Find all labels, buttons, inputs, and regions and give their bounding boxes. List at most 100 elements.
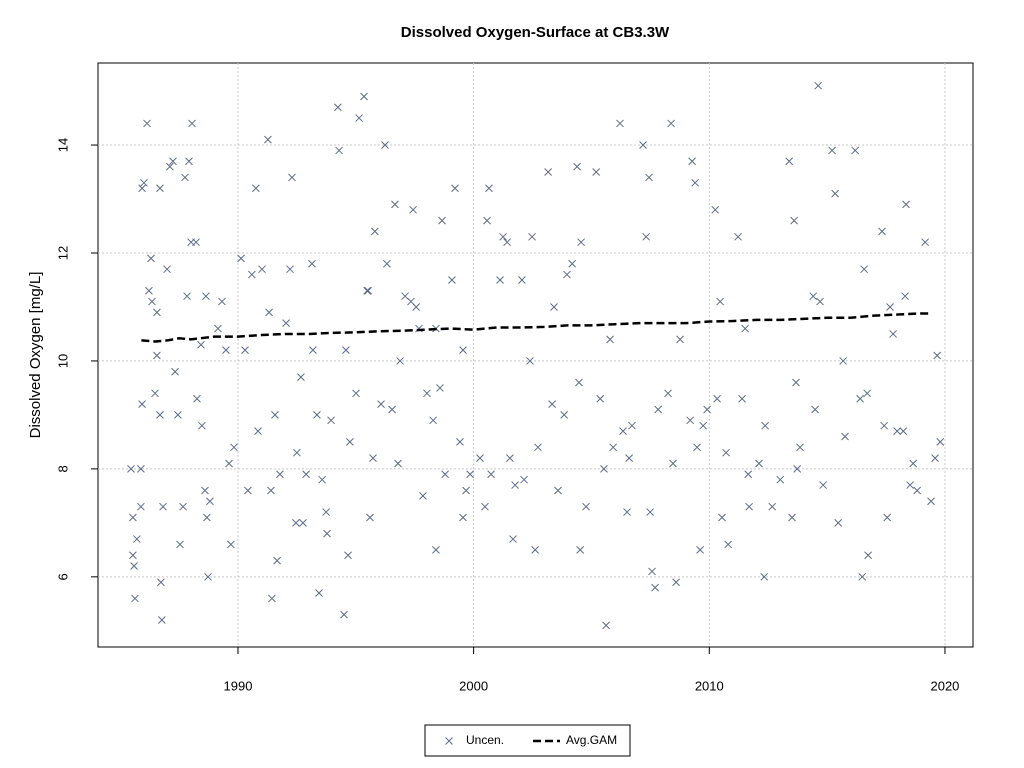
scatter-point bbox=[858, 572, 867, 581]
scatter-point bbox=[901, 292, 909, 301]
scatter-point bbox=[181, 173, 189, 182]
chart-title: Dissolved Oxygen-Surface at CB3.3W bbox=[401, 24, 670, 41]
scatter-point bbox=[921, 238, 930, 247]
scatter-point bbox=[672, 578, 680, 587]
scatter-point bbox=[252, 184, 260, 193]
scatter-point bbox=[696, 545, 704, 554]
scatter-point bbox=[299, 519, 307, 527]
scatter-point bbox=[893, 427, 901, 435]
legend-label: Avg.GAM bbox=[566, 733, 617, 747]
scatter-point bbox=[648, 567, 656, 576]
scatter-point bbox=[788, 513, 796, 522]
scatter-point bbox=[156, 411, 164, 419]
scatter-point bbox=[768, 502, 777, 511]
scatter-point bbox=[302, 470, 310, 479]
scatter-point bbox=[133, 535, 141, 543]
scatter-point bbox=[318, 475, 326, 484]
scatter-point bbox=[297, 373, 305, 381]
scatter-point bbox=[383, 259, 391, 268]
scatter-point bbox=[129, 513, 137, 522]
scatter-point bbox=[560, 411, 568, 419]
scatter-point bbox=[819, 481, 827, 489]
scatter-point bbox=[669, 459, 677, 468]
scatter-point bbox=[391, 200, 399, 209]
scatter-point bbox=[744, 470, 753, 479]
scatter-point bbox=[369, 454, 377, 462]
scatter-point bbox=[476, 454, 484, 462]
scatter-point bbox=[863, 389, 872, 398]
scatter-point bbox=[282, 319, 290, 328]
scatter-point bbox=[227, 540, 235, 549]
scatter-point bbox=[273, 556, 281, 565]
scatter-point bbox=[288, 173, 296, 182]
scatter-point bbox=[147, 254, 155, 263]
scatter-point bbox=[271, 411, 279, 419]
scatter-point bbox=[143, 119, 151, 128]
scatter-point bbox=[335, 146, 343, 155]
scatter-point bbox=[711, 205, 720, 214]
scatter-point bbox=[913, 486, 922, 495]
scatter-point bbox=[293, 448, 301, 457]
scatter-point bbox=[792, 378, 800, 387]
scatter-point bbox=[145, 286, 153, 295]
scatter-point bbox=[646, 508, 655, 516]
scatter-point bbox=[248, 270, 256, 279]
scatter-point bbox=[864, 551, 872, 560]
scatter-point bbox=[214, 324, 222, 333]
scatter-point bbox=[163, 265, 171, 274]
scatter-point bbox=[179, 502, 187, 511]
scatter-point bbox=[323, 529, 331, 538]
scatter-point bbox=[667, 119, 675, 128]
scatter-point bbox=[619, 427, 627, 435]
scatter-point bbox=[206, 497, 214, 506]
scatter-point bbox=[878, 227, 886, 236]
scatter-point bbox=[688, 157, 696, 166]
scatter-point bbox=[138, 184, 146, 193]
scatter-point bbox=[202, 292, 210, 301]
scatter-point bbox=[625, 454, 634, 462]
scatter-point bbox=[377, 400, 385, 408]
x-tick-label: 2020 bbox=[930, 678, 959, 693]
scatter-point bbox=[423, 389, 431, 398]
scatter-point bbox=[201, 486, 209, 495]
y-axis-title: Dissolved Oxygen [mg/L] bbox=[27, 272, 44, 439]
x-tick-label: 1990 bbox=[224, 678, 253, 693]
scatter-point bbox=[592, 168, 601, 176]
scatter-point bbox=[883, 513, 892, 522]
scatter-point bbox=[889, 330, 897, 338]
scatter-point bbox=[676, 335, 684, 344]
scatter-point bbox=[761, 421, 770, 430]
scatter-point bbox=[258, 265, 266, 274]
scatter-point bbox=[616, 119, 624, 128]
scatter-point bbox=[664, 389, 672, 398]
scatter-point bbox=[811, 405, 819, 414]
scatter-point bbox=[131, 594, 139, 603]
scatter-point bbox=[222, 346, 230, 354]
scatter-point bbox=[364, 286, 372, 295]
scatter-point bbox=[606, 335, 614, 344]
scatter-point bbox=[409, 205, 417, 214]
x-tick-label: 2000 bbox=[459, 678, 488, 693]
scatter-point bbox=[741, 324, 749, 333]
scatter-point bbox=[841, 432, 849, 441]
y-tick-label: 12 bbox=[55, 246, 70, 260]
x-tick-label: 2010 bbox=[695, 678, 724, 693]
scatter-point bbox=[218, 297, 226, 306]
scatter-point bbox=[851, 146, 860, 155]
scatter-point bbox=[718, 513, 726, 522]
scatter-point bbox=[166, 162, 174, 171]
scatter-point bbox=[309, 346, 317, 354]
scatter-point bbox=[793, 465, 802, 473]
scatter-point bbox=[886, 303, 894, 311]
scatter-point bbox=[563, 270, 571, 279]
scatter-point bbox=[738, 394, 746, 403]
scatter-point bbox=[264, 135, 272, 144]
scatter-point bbox=[485, 184, 493, 193]
scatter-point bbox=[230, 443, 238, 452]
scatter-point bbox=[171, 367, 179, 376]
scatter-point bbox=[371, 227, 379, 236]
scatter-point bbox=[237, 254, 245, 263]
scatter-point bbox=[188, 119, 196, 128]
scatter-point bbox=[322, 508, 330, 516]
scatter-point bbox=[244, 486, 252, 495]
